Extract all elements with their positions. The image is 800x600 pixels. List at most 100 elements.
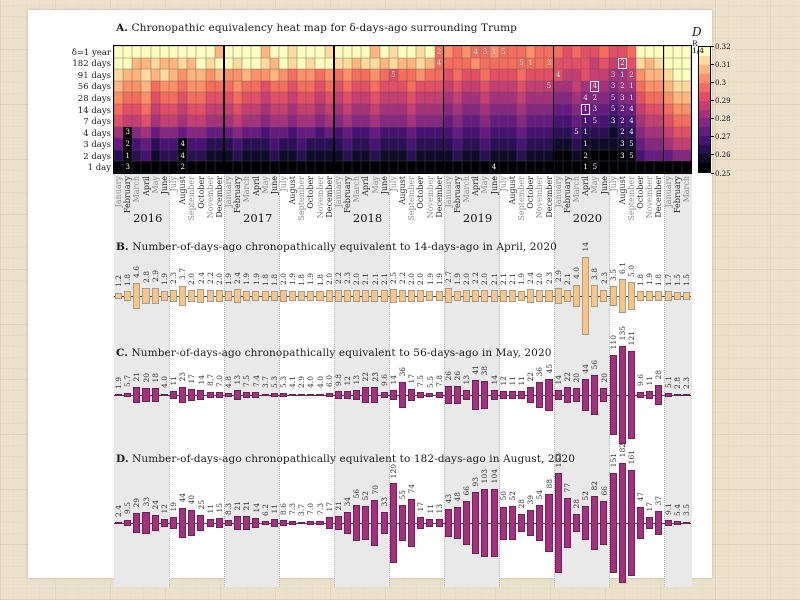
bar-label: 37 bbox=[654, 490, 663, 509]
heatmap-cell bbox=[269, 57, 279, 70]
month-label-text: December bbox=[324, 176, 334, 218]
bar-label: 66 bbox=[462, 481, 471, 500]
heatmap-cell bbox=[150, 92, 160, 104]
heatmap-cell bbox=[260, 69, 270, 81]
month-label: July bbox=[279, 176, 288, 195]
bar-label-text: 36 bbox=[398, 366, 407, 377]
heatmap-cell bbox=[178, 69, 188, 81]
heatmap-cell bbox=[672, 92, 682, 104]
heatmap-cell bbox=[242, 92, 252, 104]
bar-label: 7.8 bbox=[435, 372, 444, 391]
heatmap-cell bbox=[645, 46, 655, 58]
heatmap-cell bbox=[397, 69, 408, 81]
heatmap-cell bbox=[196, 57, 206, 70]
bar-label-text: 103 bbox=[480, 469, 490, 484]
bar-label-text: 4.0 bbox=[315, 376, 325, 388]
bar bbox=[646, 290, 654, 302]
heatmap-cell bbox=[269, 138, 279, 150]
month-label: January bbox=[664, 176, 673, 211]
bar-label-text: 3.7 bbox=[297, 504, 307, 517]
heatmap-cell bbox=[553, 149, 563, 162]
heatmap-cell bbox=[297, 80, 307, 93]
month-label-text: May bbox=[480, 176, 490, 194]
colorbar-band bbox=[699, 136, 710, 146]
heatmap-annotation: 4 bbox=[629, 105, 634, 114]
heatmap-cell bbox=[498, 115, 508, 127]
bar-label-text: 2.0 bbox=[187, 272, 197, 285]
month-label: August bbox=[398, 176, 407, 209]
heatmap-cell bbox=[544, 161, 554, 173]
month-label: December bbox=[654, 176, 663, 222]
heatmap-cell bbox=[581, 46, 591, 58]
month-label: December bbox=[325, 176, 334, 222]
heatmap-cell bbox=[315, 161, 325, 173]
heatmap-cell bbox=[397, 57, 408, 70]
heatmap-cell bbox=[342, 92, 353, 104]
month-label-text: August bbox=[398, 176, 407, 205]
month-label-text: April bbox=[361, 176, 371, 196]
bar bbox=[444, 385, 452, 405]
heatmap-cell bbox=[480, 103, 490, 116]
bar-label: 1.9 bbox=[306, 270, 315, 289]
bar-label: 151 bbox=[609, 453, 618, 472]
heatmap-cell bbox=[288, 46, 298, 58]
heatmap-cell bbox=[288, 92, 298, 104]
heatmap-cell bbox=[544, 57, 554, 70]
heatmap-cell bbox=[150, 57, 160, 70]
bar bbox=[508, 505, 516, 541]
heatmap-cell bbox=[498, 103, 508, 116]
bar-label: 20 bbox=[600, 367, 609, 386]
heatmap-cell bbox=[361, 103, 371, 116]
month-label-text: August bbox=[507, 176, 517, 205]
bar bbox=[591, 285, 599, 307]
bar-label: 44 bbox=[178, 488, 187, 507]
bar-label-text: 2.0 bbox=[214, 272, 224, 285]
heatmap-cell bbox=[324, 69, 334, 81]
heatmap-cell bbox=[196, 69, 206, 81]
bar bbox=[243, 392, 251, 398]
bar bbox=[637, 391, 645, 399]
bar-label-text: 93 bbox=[471, 477, 481, 487]
heatmap-cell bbox=[672, 115, 682, 127]
heatmap-cell bbox=[315, 80, 325, 93]
heatmap-cell bbox=[269, 126, 279, 139]
bar-label: 11 bbox=[270, 499, 279, 518]
heatmap-cell bbox=[443, 69, 453, 81]
heatmap-cell bbox=[141, 149, 151, 162]
month-label-text: November bbox=[425, 176, 435, 219]
heatmap-cell bbox=[516, 126, 527, 139]
bar-label-text: 2.3 bbox=[544, 272, 554, 285]
halfyear-band bbox=[388, 174, 445, 587]
heatmap-cell bbox=[370, 80, 380, 93]
month-label-text: July bbox=[388, 176, 398, 192]
heatmap-cell bbox=[480, 92, 490, 104]
month-label: September bbox=[297, 176, 306, 225]
bar-label-text: 7.5 bbox=[416, 374, 426, 387]
bar-label-text: 1.9 bbox=[425, 273, 435, 286]
heatmap-cell bbox=[663, 46, 673, 58]
colorbar-tick-mark bbox=[711, 118, 714, 120]
heatmap-cell bbox=[342, 69, 353, 81]
bar-label: 7.0 bbox=[215, 372, 224, 391]
heatmap-cell bbox=[187, 115, 197, 127]
heatmap-cell bbox=[123, 46, 133, 58]
colorbar-tick-mark bbox=[711, 172, 714, 174]
bar bbox=[261, 393, 269, 397]
heatmap-cell bbox=[654, 115, 664, 127]
bar-label-text: 1.5 bbox=[672, 274, 682, 287]
bar-label: 13 bbox=[435, 498, 444, 517]
bar bbox=[252, 392, 260, 398]
heatmap-cell bbox=[645, 126, 655, 139]
bar-label: 14 bbox=[252, 498, 261, 517]
month-label: June bbox=[270, 176, 279, 198]
bar-label-text: 2.2 bbox=[205, 272, 215, 285]
heatmap-cell bbox=[507, 103, 517, 116]
bar-label-text: 104 bbox=[489, 468, 499, 484]
heatmap-annotation: 1 bbox=[491, 47, 497, 56]
heatmap-cell bbox=[416, 57, 426, 70]
heatmap-cell bbox=[333, 92, 343, 104]
heatmap-cell bbox=[526, 57, 536, 70]
bar-label: 1.9 bbox=[252, 270, 261, 289]
heatmap-cell bbox=[150, 138, 160, 150]
bar bbox=[298, 521, 306, 525]
